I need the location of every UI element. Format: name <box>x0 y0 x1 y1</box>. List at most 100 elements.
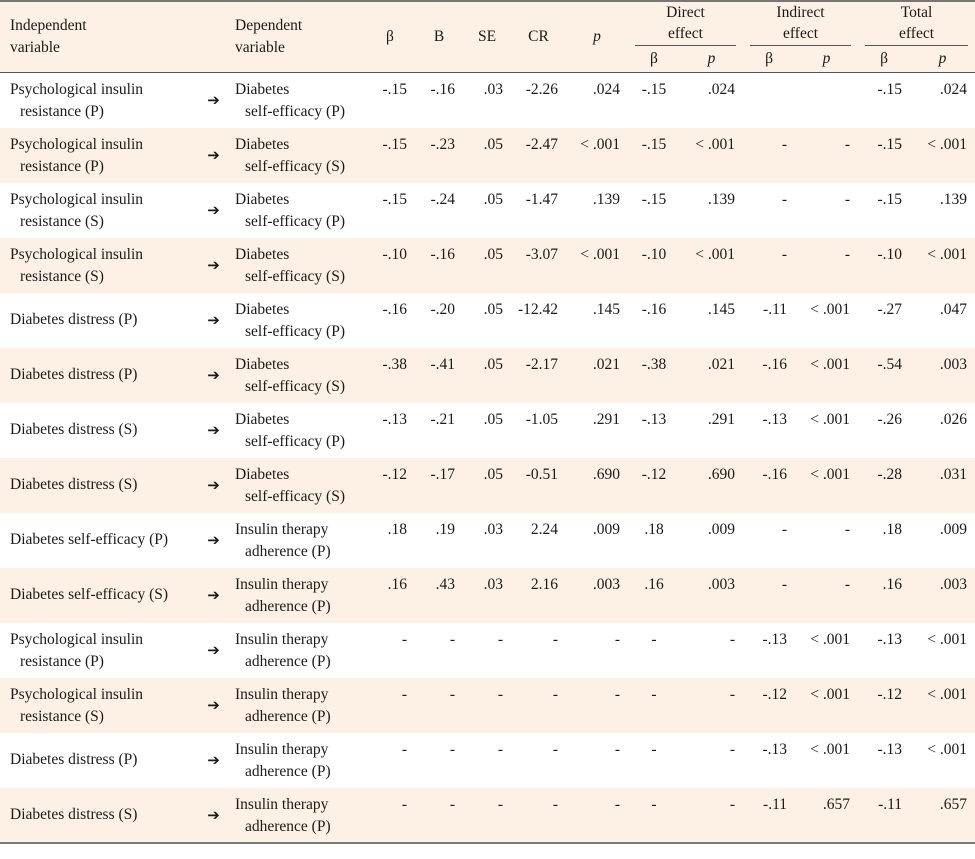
cell-direct-p: .009 <box>707 520 736 538</box>
cell-p: .021 <box>566 347 628 403</box>
header-total-beta: β <box>858 46 911 73</box>
arrow-right-icon: ➔ <box>200 127 227 183</box>
cell-direct-p: .291 <box>707 410 736 428</box>
cell-independent-variable: Psychological insulin resistance (P) <box>0 127 200 183</box>
cell-b: - <box>415 787 463 844</box>
header-arrow-spacer <box>200 1 227 73</box>
cell-indirect-p <box>795 73 858 128</box>
cell-beta: -.10 <box>365 237 415 293</box>
table-row: Diabetes self-efficacy (P) ➔ Insulin thera… <box>0 513 975 568</box>
cell-indirect-beta: -.13 <box>762 410 788 428</box>
cell-indirect-p: < .001 <box>795 677 859 733</box>
cell-independent-variable: Diabetes self-efficacy (P) <box>10 530 169 548</box>
cell-total-beta: -.13 <box>877 740 903 758</box>
cell-indirect-p: < .001 <box>795 457 859 513</box>
cell-indirect-p: - <box>795 237 859 293</box>
cell-total-beta: -.15 <box>858 127 911 183</box>
cell-b: -.16 <box>430 81 455 98</box>
cell-indirect-beta: -.11 <box>763 300 788 318</box>
cell-total-beta: -.10 <box>858 237 911 293</box>
arrow-right-icon: ➔ <box>207 640 220 659</box>
header-se: SE <box>463 1 511 73</box>
header-p: p <box>566 1 628 73</box>
cell-total-p: .003 <box>910 347 975 403</box>
cell-direct-p: .021 <box>680 347 744 403</box>
cell-independent-variable: Psychological insulin resistance (S) <box>0 677 200 733</box>
cell-p: .139 <box>592 190 620 208</box>
cell-b: -.23 <box>415 127 463 183</box>
arrow-right-icon: ➔ <box>200 787 227 844</box>
cell-se: .03 <box>463 567 511 623</box>
cell-direct-beta: -.13 <box>641 410 667 428</box>
header-beta: β <box>365 1 415 73</box>
cell-total-p: .657 <box>910 787 975 844</box>
cell-total-beta: -.12 <box>858 677 911 733</box>
cell-beta: -.38 <box>365 347 415 403</box>
cell-direct-p: < .001 <box>680 127 744 183</box>
cell-indirect-beta: - <box>781 520 788 538</box>
header-direct-beta: β <box>628 46 680 73</box>
header-b: B <box>415 1 463 73</box>
cell-cr: -1.05 <box>525 410 558 428</box>
cell-total-beta: -.15 <box>877 190 903 208</box>
cell-direct-beta: - <box>651 630 657 648</box>
cell-total-p: .003 <box>910 567 975 623</box>
cell-direct-beta: .16 <box>628 567 680 623</box>
arrow-right-icon: ➔ <box>207 200 220 219</box>
cell-direct-beta: - <box>651 740 657 758</box>
cell-indirect-p: < .001 <box>795 347 859 403</box>
table-row: Diabetes distress (S) ➔ Diabetes self-effic… <box>0 457 975 513</box>
cell-dependent-variable: Diabetes self-efficacy (S) <box>227 347 365 403</box>
cell-indirect-p: < .001 <box>810 300 851 318</box>
cell-total-p: < .001 <box>910 677 975 733</box>
cell-dependent-variable: Diabetes self-efficacy (S) <box>227 237 365 293</box>
cell-p: - <box>566 787 628 844</box>
cell-direct-beta: -.15 <box>628 127 680 183</box>
cell-indirect-beta: -.12 <box>743 677 796 733</box>
arrow-right-icon: ➔ <box>207 750 220 769</box>
cell-independent-variable: Diabetes distress (P) <box>10 310 138 328</box>
cell-cr: -0.51 <box>511 457 566 513</box>
cell-total-p: < .001 <box>910 237 975 293</box>
cell-direct-beta: -.38 <box>628 347 680 403</box>
cell-total-p: .009 <box>939 520 968 538</box>
cell-b: .43 <box>415 567 463 623</box>
cell-total-p: < .001 <box>927 740 968 758</box>
cell-beta: - <box>365 677 415 733</box>
cell-b: - <box>415 677 463 733</box>
cell-indirect-beta: -.16 <box>743 347 796 403</box>
cell-direct-beta: -.10 <box>628 237 680 293</box>
cell-indirect-beta: - <box>743 127 796 183</box>
header-indirect-p: p <box>795 46 859 73</box>
table-row: Psychological insulin resistance (P) ➔ Insu… <box>0 623 975 678</box>
cell-independent-variable: Diabetes distress (S) <box>0 787 200 844</box>
cell-se: .05 <box>463 457 511 513</box>
arrow-right-icon: ➔ <box>200 237 227 293</box>
cell-se: .03 <box>483 81 503 98</box>
cell-total-beta: -.13 <box>877 630 903 648</box>
cell-p: .291 <box>592 410 620 428</box>
cell-p: - <box>614 630 620 648</box>
arrow-right-icon: ➔ <box>207 91 220 109</box>
cell-indirect-p: - <box>844 190 851 208</box>
cell-se: - <box>497 740 503 758</box>
cell-beta: -.15 <box>382 190 407 208</box>
cell-independent-variable: Psychological insulin resistance (S) <box>0 237 200 293</box>
cell-beta: - <box>365 787 415 844</box>
cell-beta: -.13 <box>382 410 407 428</box>
cell-direct-p: - <box>680 787 744 844</box>
cell-total-beta: -.27 <box>877 300 903 318</box>
cell-beta: -.15 <box>365 127 415 183</box>
cell-dependent-variable: Diabetes self-efficacy (S) <box>227 127 365 183</box>
cell-total-p: .024 <box>939 81 968 98</box>
cell-independent-variable: Diabetes distress (S) <box>0 457 200 513</box>
cell-dependent-variable: Insulin therapy adherence (P) <box>235 630 331 670</box>
cell-b: -.20 <box>430 300 455 318</box>
table-row: Diabetes distress (P) ➔ Insulin therapy adh… <box>0 733 975 788</box>
table-body: Psychological insulin resistance (P) ➔ Diab… <box>0 73 975 844</box>
cell-p: .009 <box>592 520 620 538</box>
cell-independent-variable: Psychological insulin resistance (P) <box>10 81 144 120</box>
cell-direct-p: - <box>729 630 736 648</box>
cell-dependent-variable: Diabetes self-efficacy (S) <box>227 457 365 513</box>
